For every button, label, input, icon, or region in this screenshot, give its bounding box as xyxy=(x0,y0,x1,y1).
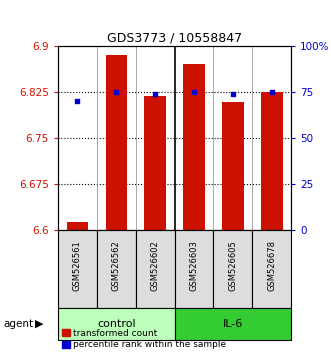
Point xyxy=(114,89,119,95)
Text: agent: agent xyxy=(3,319,33,329)
Bar xyxy=(144,96,166,230)
Bar xyxy=(183,64,205,230)
Text: control: control xyxy=(97,319,136,329)
Point xyxy=(75,98,80,104)
Bar xyxy=(261,92,283,230)
Bar xyxy=(174,308,291,340)
Point xyxy=(230,91,236,97)
Bar xyxy=(222,102,244,230)
Text: GSM526602: GSM526602 xyxy=(151,240,160,291)
Point xyxy=(153,91,158,97)
Bar xyxy=(97,230,136,308)
Text: GSM526678: GSM526678 xyxy=(267,240,276,291)
Text: IL-6: IL-6 xyxy=(223,319,243,329)
Point xyxy=(269,89,274,95)
Text: GSM526561: GSM526561 xyxy=(73,240,82,291)
Bar xyxy=(67,222,88,230)
Text: GSM526562: GSM526562 xyxy=(112,240,121,291)
Text: GSM526605: GSM526605 xyxy=(228,240,237,291)
Bar xyxy=(106,55,127,230)
Bar xyxy=(58,308,174,340)
Text: ▶: ▶ xyxy=(35,319,43,329)
Point xyxy=(191,89,197,95)
Bar xyxy=(58,230,97,308)
Title: GDS3773 / 10558847: GDS3773 / 10558847 xyxy=(107,32,242,45)
Legend: transformed count, percentile rank within the sample: transformed count, percentile rank withi… xyxy=(63,329,226,349)
Bar xyxy=(213,230,252,308)
Text: GSM526603: GSM526603 xyxy=(190,240,199,291)
Bar xyxy=(136,230,174,308)
Bar xyxy=(174,230,213,308)
Bar xyxy=(252,230,291,308)
